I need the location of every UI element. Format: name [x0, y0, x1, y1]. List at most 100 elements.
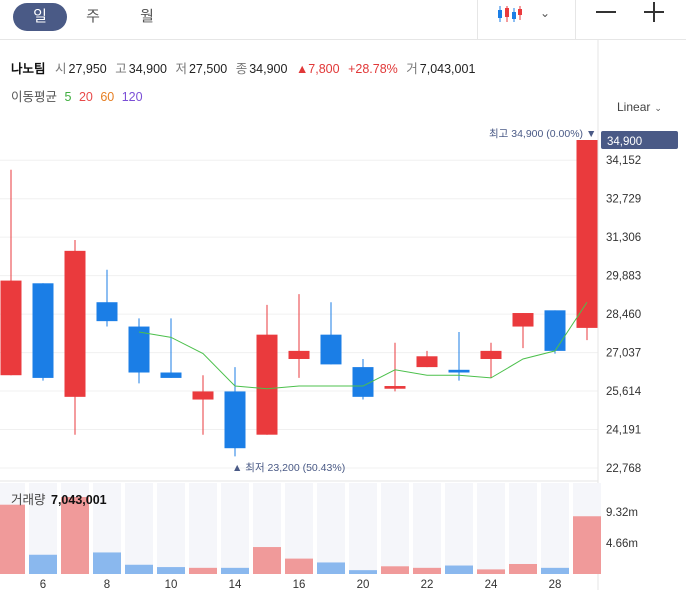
quote-summary: 나노팀 시 27,950 고 34,900 저 27,500 종 34,900 ▲7,8…	[11, 58, 480, 77]
chevron-down-icon: ⌄	[654, 103, 662, 113]
high-value: 34,900	[128, 62, 167, 76]
volume-bars	[0, 497, 601, 574]
volume-bar	[93, 552, 121, 574]
volume-column	[509, 483, 537, 574]
date-tick-label: 22	[421, 579, 434, 590]
candle-body	[224, 391, 246, 449]
price-tick-label: 28,460	[606, 309, 641, 321]
chevron-down-icon[interactable]: ⌄	[540, 6, 551, 20]
high-annotation: 최고 34,900 (0.00%) ▼	[489, 128, 596, 140]
candle-body	[128, 326, 150, 373]
tab-daily[interactable]: 일	[13, 3, 67, 31]
candle-body	[0, 280, 22, 376]
volume-bar	[317, 562, 345, 574]
candle-body	[160, 372, 182, 378]
volume-tick-label: 9.32m	[606, 507, 638, 519]
toolbar: 일 주 월 ⌄	[0, 0, 686, 40]
candles	[0, 140, 598, 457]
open-label: 시	[55, 62, 67, 76]
volume-bar	[189, 567, 217, 574]
price-tick-label: 22,768	[606, 463, 641, 475]
volume-column	[317, 483, 345, 574]
scale-selector[interactable]: Linear ⌄	[617, 100, 662, 114]
price-tick-label: 24,191	[606, 425, 641, 437]
date-tick-label: 6	[40, 579, 46, 590]
candle-body	[320, 334, 342, 365]
candle-body	[32, 283, 54, 378]
volume-bar	[509, 563, 537, 574]
volume-panel-value: 7,043,001	[51, 493, 107, 507]
candlestick-icon[interactable]	[497, 6, 523, 22]
volume-bar	[573, 516, 601, 574]
price-tick-label: 34,152	[606, 155, 641, 167]
volume-bar	[253, 547, 281, 574]
candle-body	[480, 350, 502, 359]
low-label: 저	[175, 62, 187, 76]
low-value: 27,500	[188, 62, 228, 76]
volume-bar	[285, 558, 313, 574]
volume-column	[541, 483, 569, 574]
volume-column	[445, 483, 473, 574]
volume-column	[189, 483, 217, 574]
ma-label: 이동평균	[11, 90, 58, 104]
volume-bar	[61, 497, 89, 574]
volume-bar	[29, 554, 57, 574]
date-tick-label: 24	[485, 579, 498, 590]
zoom-in-button[interactable]	[638, 0, 670, 30]
moving-average-legend[interactable]: 이동평균 5 20 60 120	[11, 86, 143, 105]
ma-5: 5	[64, 90, 72, 104]
candle-body	[576, 140, 598, 328]
volume-panel-title: 거래량 7,043,001	[11, 489, 107, 508]
volume-bar	[445, 565, 473, 574]
volume-bar	[0, 504, 25, 574]
ma-120: 120	[121, 90, 143, 104]
volume-bar	[125, 564, 153, 574]
candle-body	[352, 367, 374, 397]
volume-bar	[381, 566, 409, 574]
scale-label: Linear	[617, 100, 651, 114]
price-axis: 34,152 32,729 31,306 29,883 28,460 27,037 25,6…	[606, 155, 642, 475]
date-tick-label: 8	[104, 579, 110, 590]
toolbar-divider	[575, 0, 576, 40]
volume-column	[381, 483, 409, 574]
volume-column	[125, 483, 153, 574]
volume-column	[349, 483, 377, 574]
volume-tick-label: 4.66m	[606, 538, 638, 550]
ma5-line	[138, 301, 588, 390]
volume-bar	[349, 570, 377, 574]
close-label: 종	[235, 62, 248, 76]
candle-body	[384, 386, 406, 389]
date-tick-label: 14	[229, 579, 242, 590]
volume-column	[413, 483, 441, 574]
candle-body	[64, 250, 86, 397]
volume-bar	[157, 567, 185, 574]
price-tick-label: 29,883	[606, 271, 641, 283]
candle-body	[416, 356, 438, 368]
last-price-value: 34,900	[607, 136, 642, 148]
volume-bar	[541, 567, 569, 574]
volume-column	[157, 483, 185, 574]
volume-axis: 9.32m 4.66m	[606, 507, 638, 550]
tab-weekly[interactable]: 주	[86, 8, 100, 25]
price-tick-label: 32,729	[606, 194, 641, 206]
volume-background-columns	[0, 483, 601, 574]
date-tick-label: 28	[549, 579, 562, 590]
close-value: 34,900	[249, 62, 288, 76]
date-axis: 6 8 10 14 16 20 22 24 28	[40, 579, 562, 590]
volume-panel-label: 거래량	[11, 493, 46, 507]
candle-body	[96, 302, 118, 322]
volume-column	[221, 483, 249, 574]
price-tick-label: 27,037	[606, 348, 641, 360]
candle-body	[448, 369, 470, 373]
toolbar-divider	[477, 0, 478, 40]
change-value: ▲7,800	[295, 62, 340, 76]
zoom-out-button[interactable]	[590, 0, 622, 30]
volume-bar	[221, 567, 249, 574]
candle-body	[192, 391, 214, 400]
price-tick-label: 25,614	[606, 386, 642, 398]
open-value: 27,950	[68, 62, 107, 76]
candle-body	[288, 350, 310, 359]
volume-label: 거	[406, 62, 418, 76]
tab-monthly[interactable]: 월	[140, 8, 154, 25]
